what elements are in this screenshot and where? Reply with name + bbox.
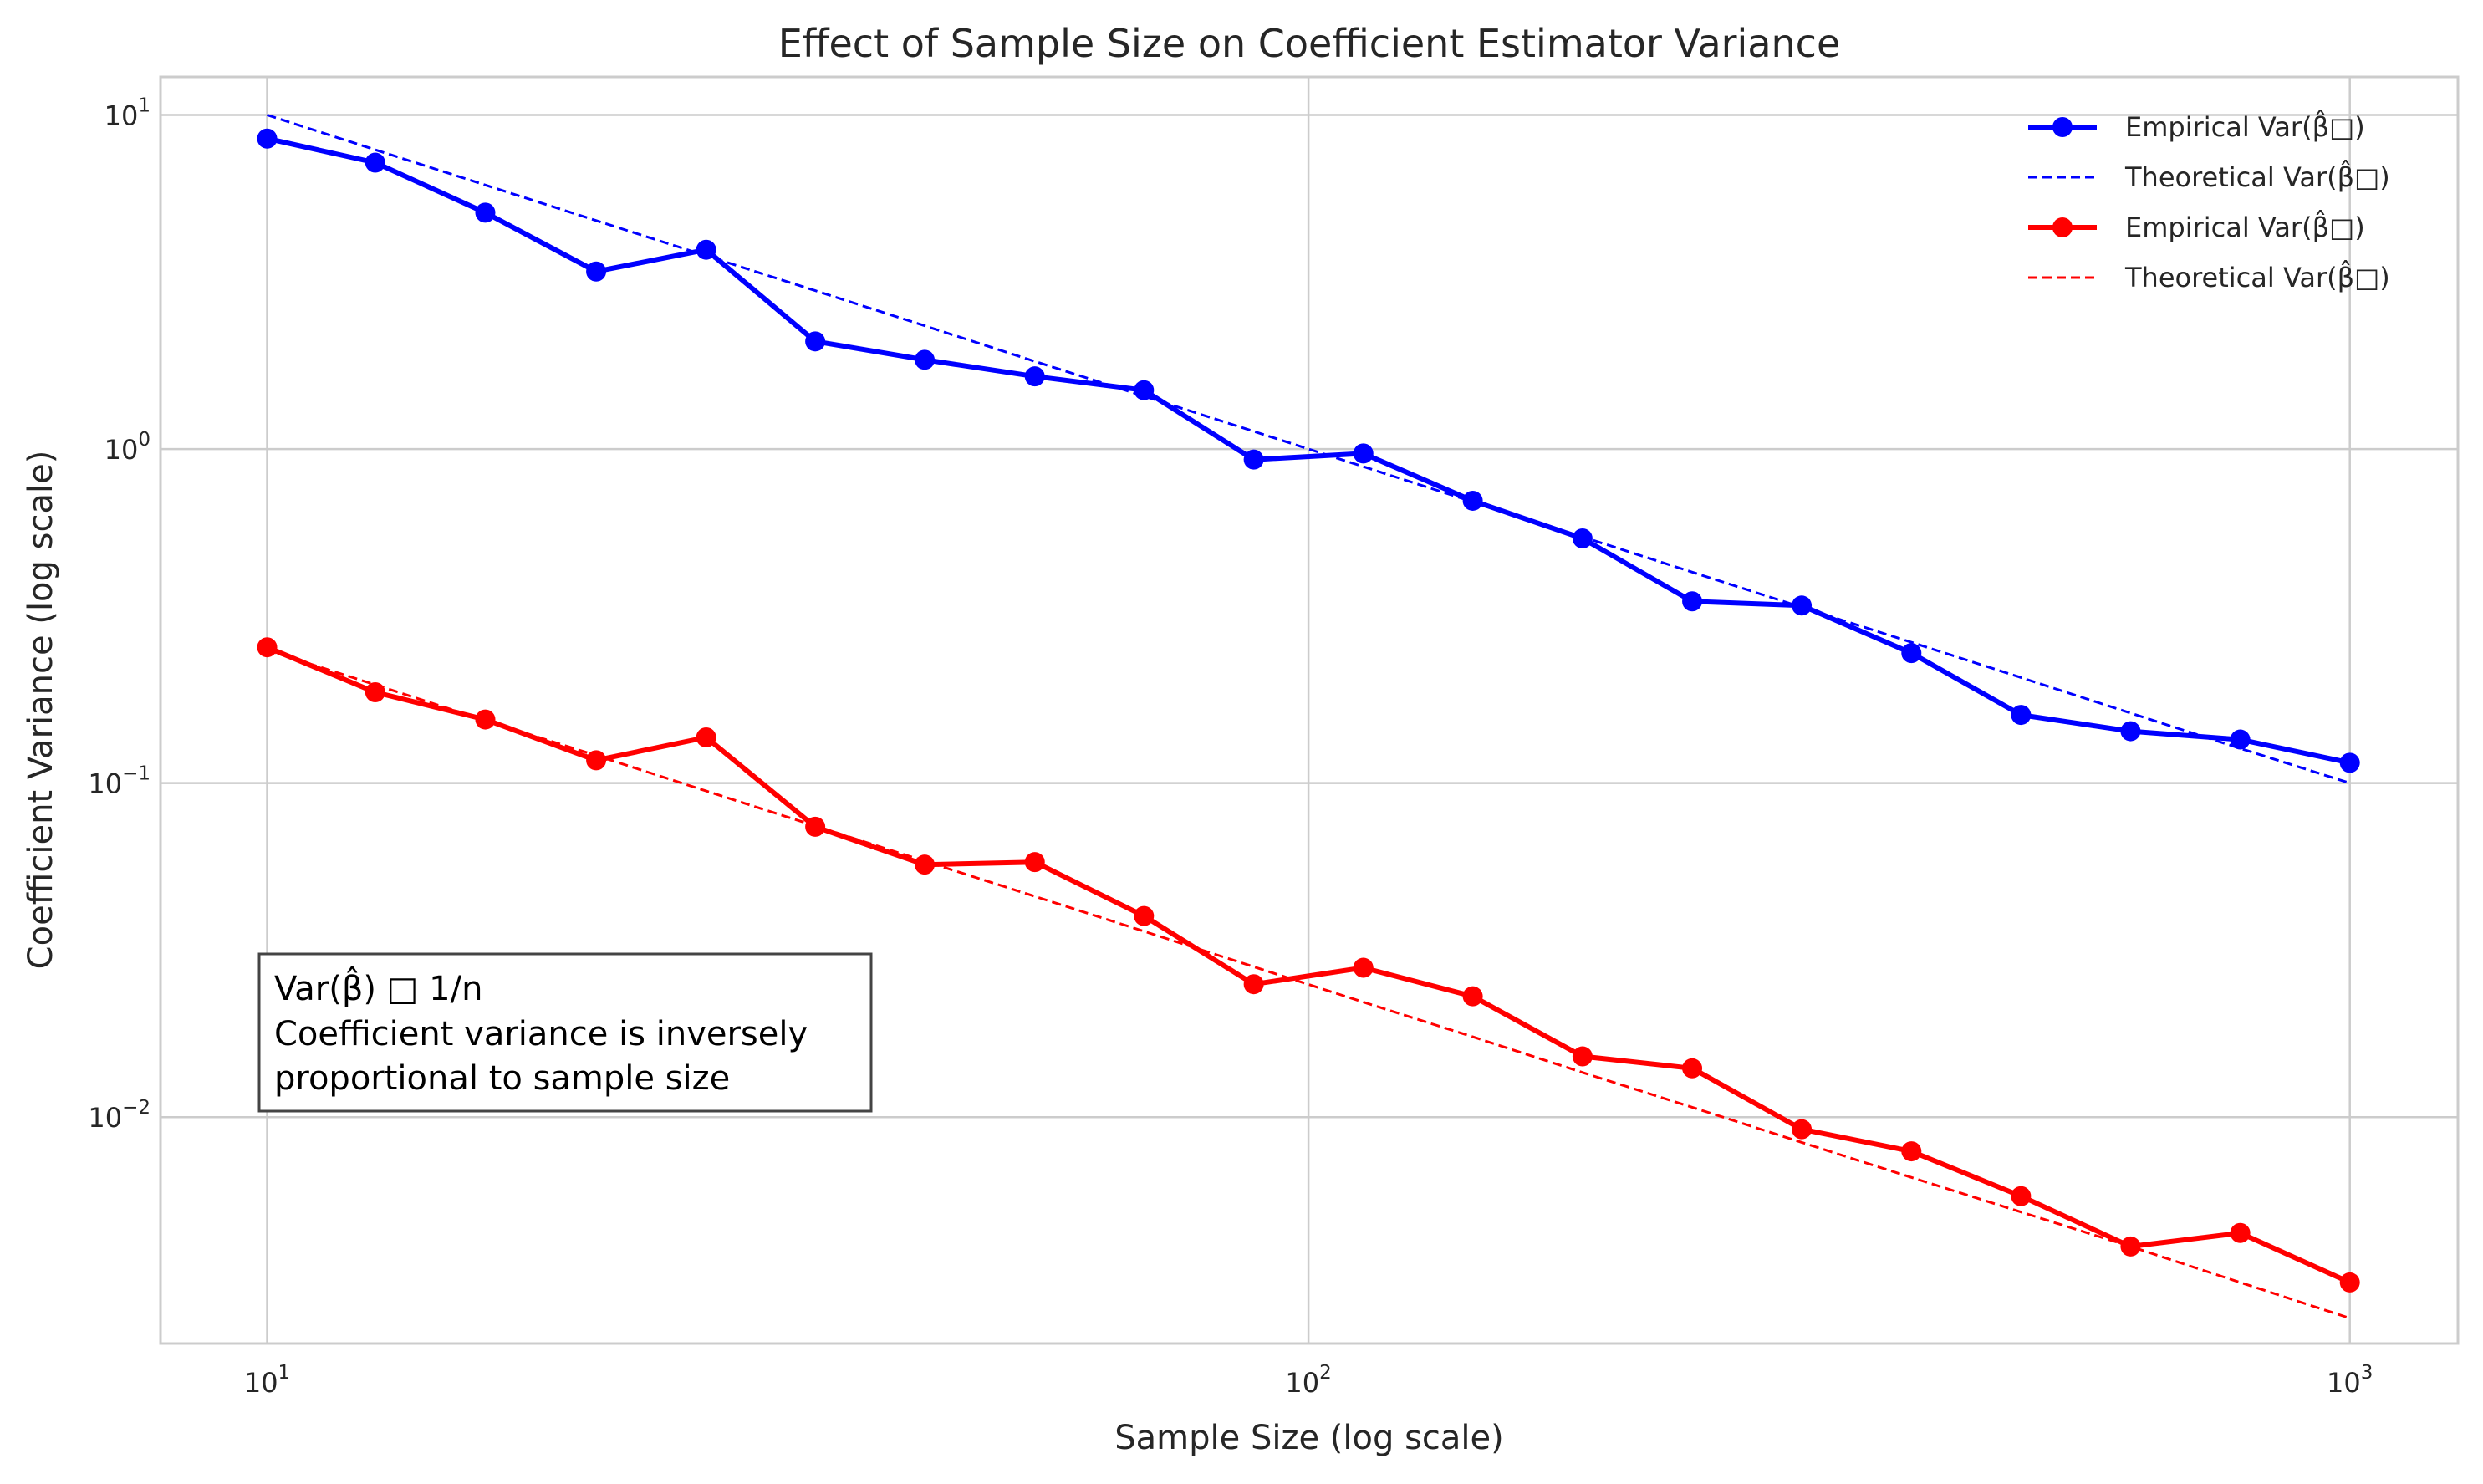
series-line-3 [267, 649, 2351, 1320]
series-2-point-15 [1901, 1141, 1922, 1162]
series-0-point-11 [1462, 490, 1483, 511]
series-line-2 [266, 645, 2351, 1285]
series-2-point-1 [365, 682, 385, 703]
series-0-point-9 [1243, 449, 1264, 470]
series-0-point-13 [1682, 591, 1703, 612]
chart-title: Effect of Sample Size on Coefficient Est… [778, 21, 1841, 66]
x-tick-label-0: 101 [244, 1362, 290, 1399]
series-2-point-8 [1134, 905, 1155, 926]
series-2-point-11 [1462, 986, 1483, 1007]
series-2-point-4 [696, 727, 716, 748]
grid [161, 77, 2458, 1344]
x-tick-label-1: 102 [1285, 1362, 1331, 1399]
series-0-point-3 [586, 261, 607, 282]
series-2-point-13 [1682, 1058, 1703, 1079]
series-2-point-14 [1792, 1119, 1813, 1140]
x-axis-label: Sample Size (log scale) [1114, 1419, 1504, 1457]
series-0-point-6 [915, 349, 936, 370]
series-line-1 [267, 114, 2351, 785]
series-2-point-16 [2011, 1186, 2032, 1206]
legend-label-2: Empirical Var(β̂□) [2125, 210, 2365, 243]
annotation-frame [257, 952, 873, 1113]
series-0-point-14 [1792, 595, 1813, 616]
legend: Empirical Var(β̂□) Theoretical Var(β̂□) Em… [2028, 110, 2390, 293]
series-2-point-3 [586, 750, 607, 771]
series-0-point-0 [257, 128, 278, 149]
series-0-point-4 [696, 239, 716, 260]
annotation-line-2: Coefficient variance is inversely [274, 1015, 808, 1053]
y-tick-label-1: 100 [105, 429, 150, 466]
series-2-point-19 [2339, 1272, 2360, 1293]
y-axis-label: Coefficient Variance (log scale) [22, 451, 60, 970]
annotation-box: Var(β̂) □ 1/n Coefficient variance is in… [257, 952, 873, 1113]
series-2-point-12 [1572, 1046, 1593, 1067]
series-0-point-10 [1353, 443, 1374, 464]
series-2-point-18 [2230, 1222, 2251, 1243]
series-0-point-17 [2120, 721, 2141, 742]
annotation-line-1: Var(β̂) □ 1/n [274, 966, 482, 1008]
series-layer [257, 114, 2360, 1320]
series-2-point-9 [1243, 974, 1264, 995]
series-0-point-15 [1901, 643, 1922, 664]
series-0-point-18 [2230, 729, 2251, 750]
series-0-point-8 [1134, 380, 1155, 400]
series-0-point-19 [2339, 752, 2360, 773]
series-2-point-7 [1024, 852, 1045, 873]
series-0-point-5 [805, 331, 826, 352]
y-tick-label-0: 101 [105, 95, 150, 132]
legend-label-3: Theoretical Var(β̂□) [2124, 260, 2390, 293]
series-0-point-1 [365, 152, 385, 173]
legend-marker-2 [2052, 217, 2073, 237]
x-tick-label-2: 103 [2327, 1362, 2373, 1399]
series-2-point-6 [915, 854, 936, 875]
legend-label-1: Theoretical Var(β̂□) [2124, 160, 2390, 193]
series-2-point-5 [805, 816, 826, 837]
series-0-point-7 [1024, 366, 1045, 387]
series-2-point-0 [257, 637, 278, 658]
annotation-line-3: proportional to sample size [274, 1059, 730, 1098]
series-line-0 [266, 135, 2351, 766]
tick-labels: 101 102 103 101 100 10−1 10−2 [88, 95, 2373, 1399]
series-2-point-2 [475, 709, 496, 730]
legend-label-0: Empirical Var(β̂□) [2125, 110, 2365, 143]
series-0-point-16 [2011, 705, 2032, 726]
y-tick-label-3: 10−2 [88, 1097, 150, 1134]
legend-marker-0 [2052, 117, 2073, 137]
series-2-point-17 [2120, 1236, 2141, 1257]
y-tick-label-2: 10−1 [88, 763, 150, 800]
series-0-point-12 [1572, 528, 1593, 549]
series-0-point-2 [475, 202, 496, 223]
series-2-point-10 [1353, 957, 1374, 978]
plot-frame [159, 75, 2460, 1345]
